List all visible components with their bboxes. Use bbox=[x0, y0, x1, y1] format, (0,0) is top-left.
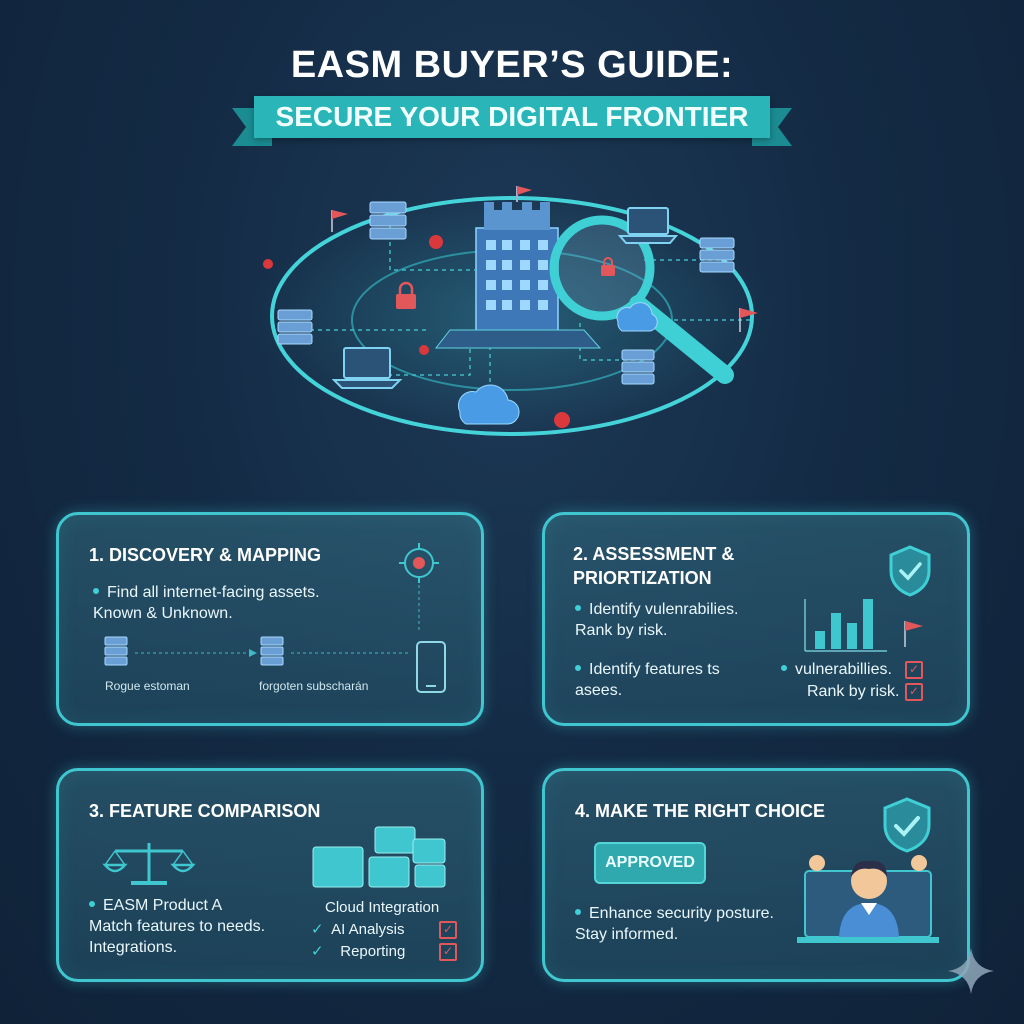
bar-chart-icon bbox=[804, 599, 923, 652]
cloud-icon bbox=[457, 302, 658, 425]
card-feature-comparison: 3. FEATURE COMPARISON EASM Product A Mat… bbox=[56, 768, 484, 982]
laptop-icon bbox=[331, 207, 679, 389]
bullet-item: EASM Product A Match features to needs. … bbox=[89, 897, 266, 956]
shield-check-icon bbox=[889, 545, 931, 597]
bullet-item: Identify features ts asees. bbox=[575, 661, 720, 699]
feature-list: ✓ AI Analysis ✓ ✓ Reporting ✓ bbox=[311, 919, 457, 963]
check-icon: ✓ bbox=[905, 683, 923, 701]
approved-badge: APPROVED bbox=[594, 842, 706, 884]
page-title: EASM BUYER’S GUIDE: bbox=[290, 44, 734, 86]
asset-flow-diagram bbox=[104, 636, 409, 666]
asset-label: forgoten subscharán bbox=[259, 679, 369, 693]
server-icon bbox=[277, 201, 735, 385]
bullet-item: Enhance security posture. Stay informed. bbox=[575, 905, 774, 943]
feature-item: ✓ Reporting ✓ bbox=[311, 941, 457, 963]
checklist-item: vulnerabillies. ✓ bbox=[781, 659, 951, 681]
shield-check-icon bbox=[883, 797, 931, 853]
asset-label: Rogue estoman bbox=[105, 679, 190, 693]
check-icon: ✓ bbox=[905, 661, 923, 679]
scales-icon bbox=[102, 843, 196, 885]
checklist: vulnerabillies. ✓ Rank by risk. ✓ bbox=[781, 659, 951, 703]
product-boxes-icon bbox=[312, 826, 446, 888]
card-discovery-mapping: 1. DISCOVERY & MAPPING Find all internet… bbox=[56, 512, 484, 726]
subtitle-ribbon: SECURE YOUR DIGITAL FRONTIER bbox=[232, 96, 792, 150]
check-icon: ✓ bbox=[439, 943, 457, 961]
card-heading: 1. DISCOVERY & MAPPING bbox=[89, 545, 322, 565]
card-heading: 3. FEATURE COMPARISON bbox=[89, 801, 321, 821]
check-icon: ✓ bbox=[439, 921, 457, 939]
bullet-item: Identify vulenrabilies. Rank by risk. bbox=[575, 601, 739, 639]
bullet-item: Find all internet-facing assets. Known &… bbox=[93, 584, 320, 622]
tick-icon: ✓ bbox=[311, 943, 324, 960]
avatar bbox=[797, 855, 939, 943]
page-subtitle: SECURE YOUR DIGITAL FRONTIER bbox=[254, 96, 770, 138]
sparkle-icon bbox=[948, 948, 994, 994]
card-assessment-prioritization: 2. ASSESSMENT & PRIORTIZATION Identify v… bbox=[542, 512, 970, 726]
card-heading: 4. MAKE THE RIGHT CHOICE bbox=[575, 801, 826, 821]
card-make-right-choice: 4. MAKE THE RIGHT CHOICE Enhance securit… bbox=[542, 768, 970, 982]
virus-icon bbox=[263, 235, 570, 428]
feature-title: Cloud Integration bbox=[325, 899, 440, 916]
target-icon bbox=[399, 543, 439, 631]
flag-icon bbox=[331, 210, 758, 332]
card-heading: 2. ASSESSMENT & PRIORTIZATION bbox=[573, 544, 735, 588]
lock-icon bbox=[396, 281, 416, 309]
phone-icon bbox=[416, 641, 446, 693]
feature-item: ✓ AI Analysis ✓ bbox=[311, 919, 457, 941]
checklist-item: Rank by risk. ✓ bbox=[781, 681, 951, 703]
attack-surface-illustration bbox=[247, 186, 777, 436]
tick-icon: ✓ bbox=[311, 921, 324, 938]
orbit-ring-outer bbox=[270, 196, 754, 436]
